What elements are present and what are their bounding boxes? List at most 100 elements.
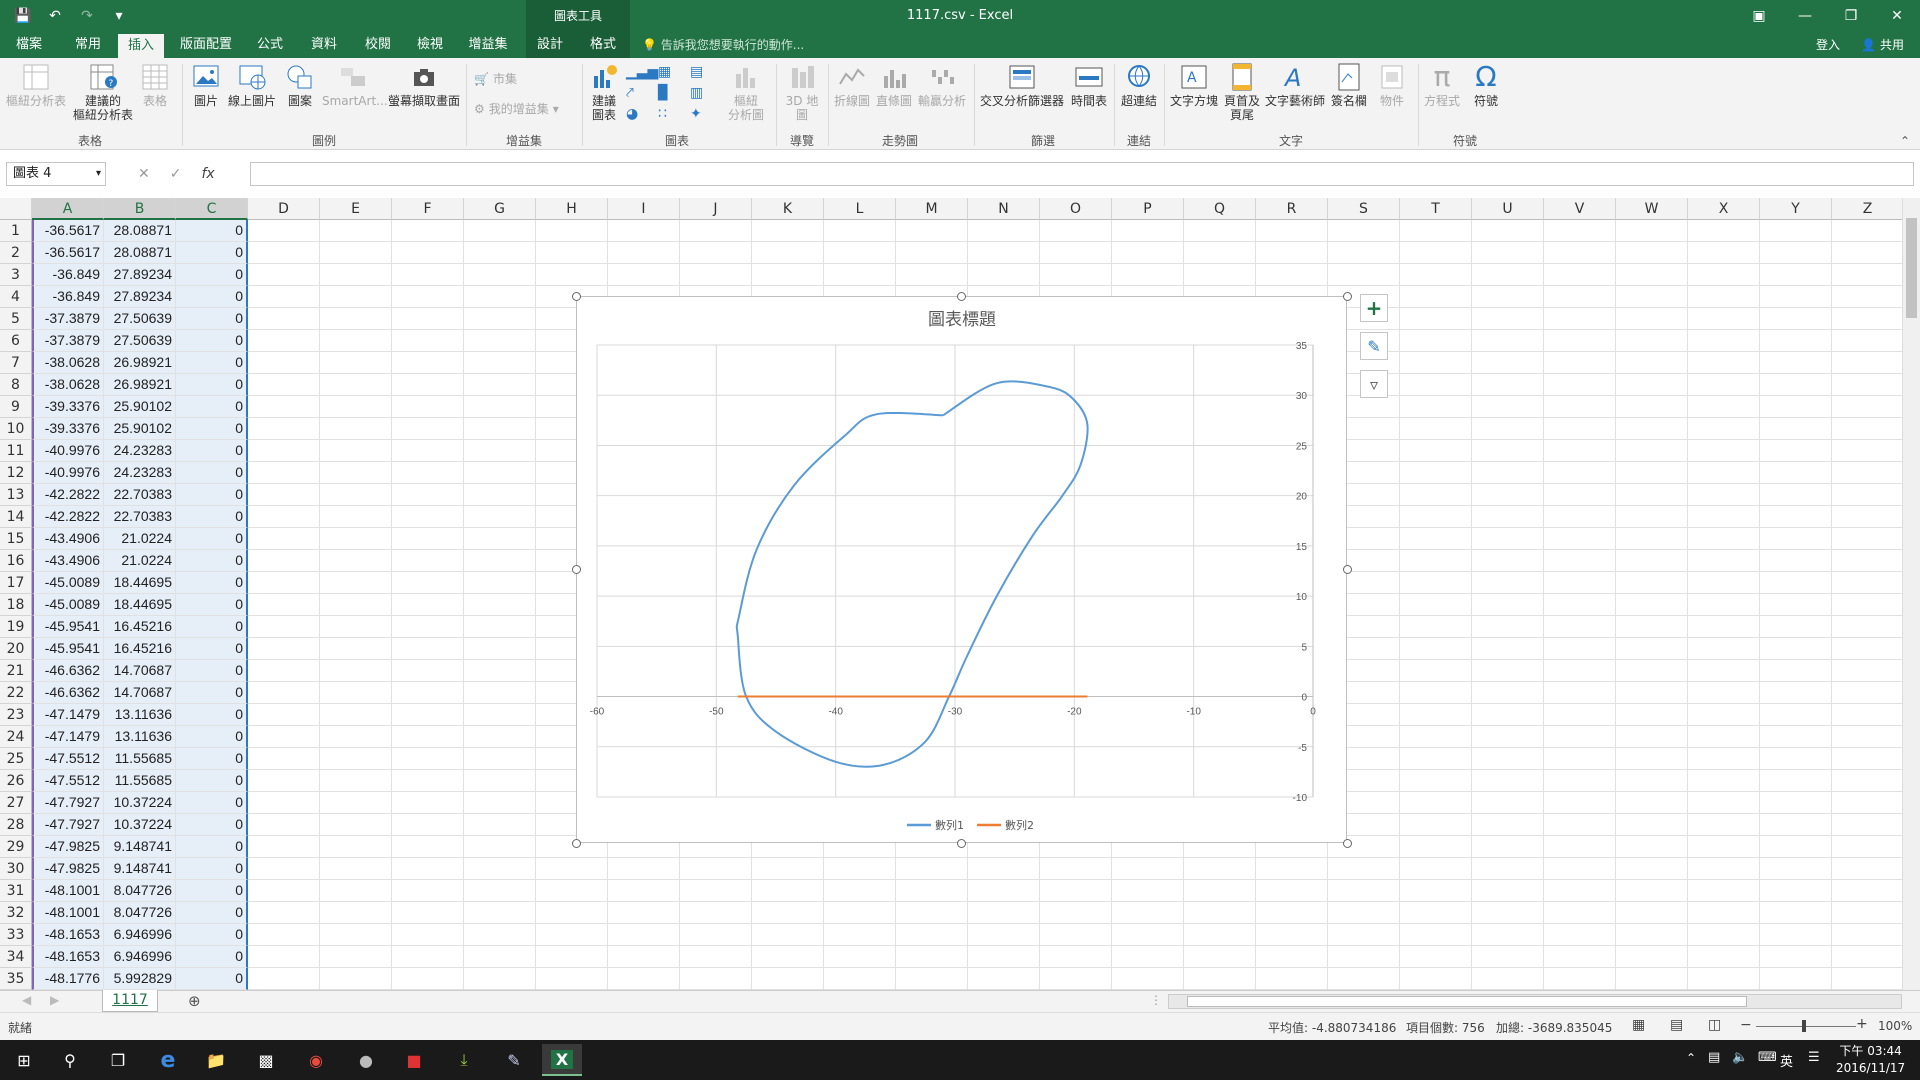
column-header-z[interactable]: Z [1832, 198, 1902, 220]
select-all-corner[interactable] [0, 198, 32, 220]
column-header-a[interactable]: A [32, 198, 104, 220]
tray-chevron-icon[interactable]: ⌃ [1686, 1051, 1697, 1065]
column-header-q[interactable]: Q [1184, 198, 1256, 220]
table-cell[interactable]: -47.9825 [32, 858, 104, 880]
table-cell[interactable]: -38.0628 [32, 352, 104, 374]
table-cell[interactable]: -48.1001 [32, 880, 104, 902]
table-cell[interactable]: 25.90102 [104, 418, 176, 440]
table-cell[interactable]: 0 [176, 462, 248, 484]
tab-format[interactable]: 格式 [589, 37, 616, 52]
table-cell[interactable]: -47.9825 [32, 836, 104, 858]
row-header[interactable]: 32 [0, 902, 32, 924]
resize-handle[interactable] [957, 292, 966, 301]
row-header[interactable]: 34 [0, 946, 32, 968]
row-header[interactable]: 17 [0, 572, 32, 594]
table-cell[interactable]: 0 [176, 792, 248, 814]
table-cell[interactable]: -45.0089 [32, 594, 104, 616]
table-cell[interactable]: 18.44695 [104, 594, 176, 616]
row-header[interactable]: 29 [0, 836, 32, 858]
zoom-out-icon[interactable]: − [1740, 1017, 1752, 1033]
pivot-table-button[interactable]: 樞紐分析表 [4, 62, 68, 108]
table-cell[interactable]: -36.5617 [32, 242, 104, 264]
file-explorer-icon[interactable]: 📁 [206, 1050, 226, 1070]
table-cell[interactable]: -47.7927 [32, 814, 104, 836]
scatter-chart-icon[interactable]: ∷ [658, 106, 667, 122]
online-pictures-button[interactable]: 線上圖片 [226, 62, 278, 108]
keyboard-icon[interactable]: ⌨ [1758, 1050, 1777, 1065]
tab-addins[interactable]: 增益集 [468, 37, 508, 52]
vertical-scroll-thumb[interactable] [1906, 218, 1917, 318]
table-cell[interactable]: 27.50639 [104, 330, 176, 352]
table-cell[interactable]: 0 [176, 616, 248, 638]
table-cell[interactable]: 0 [176, 924, 248, 946]
table-cell[interactable]: -47.5512 [32, 748, 104, 770]
table-cell[interactable]: -47.5512 [32, 770, 104, 792]
tab-page-layout[interactable]: 版面配置 [179, 37, 232, 52]
table-cell[interactable]: 0 [176, 858, 248, 880]
table-cell[interactable]: 0 [176, 770, 248, 792]
table-cell[interactable]: 18.44695 [104, 572, 176, 594]
table-cell[interactable]: 0 [176, 286, 248, 308]
status-sum[interactable]: 加總: -3689.835045 [1496, 1021, 1613, 1035]
column-header-i[interactable]: I [608, 198, 680, 220]
sign-in-link[interactable]: 登入 [1815, 38, 1840, 52]
table-cell[interactable]: -45.0089 [32, 572, 104, 594]
screenshot-button[interactable]: 螢幕擷取畫面 [386, 62, 462, 108]
save-icon[interactable]: 💾 [14, 8, 32, 24]
row-header[interactable]: 25 [0, 748, 32, 770]
table-cell[interactable]: 21.0224 [104, 550, 176, 572]
excel-taskbar-icon[interactable]: X [542, 1044, 582, 1076]
column-header-v[interactable]: V [1544, 198, 1616, 220]
row-header[interactable]: 11 [0, 440, 32, 462]
table-cell[interactable]: -39.3376 [32, 396, 104, 418]
tab-view[interactable]: 檢視 [416, 37, 443, 52]
wordart-button[interactable]: A 文字藝術師 [1264, 62, 1326, 108]
tab-formulas[interactable]: 公式 [256, 37, 283, 52]
surface-chart-icon[interactable]: ✦ [690, 106, 702, 122]
row-header[interactable]: 33 [0, 924, 32, 946]
table-cell[interactable]: 10.37224 [104, 814, 176, 836]
table-cell[interactable]: 0 [176, 484, 248, 506]
column-header-y[interactable]: Y [1760, 198, 1832, 220]
table-cell[interactable]: -48.1653 [32, 946, 104, 968]
table-cell[interactable]: 0 [176, 726, 248, 748]
row-header[interactable]: 35 [0, 968, 32, 990]
prev-sheet-icon[interactable]: ◀ [22, 993, 32, 1007]
smartart-button[interactable]: SmartArt... [322, 62, 388, 108]
table-cell[interactable]: 6.946996 [104, 946, 176, 968]
table-cell[interactable]: 25.90102 [104, 396, 176, 418]
chart-elements-button[interactable]: + [1360, 294, 1388, 322]
table-cell[interactable]: 0 [176, 550, 248, 572]
signature-line-button[interactable]: 簽名欄 [1328, 62, 1370, 108]
symbol-button[interactable]: Ω 符號 [1466, 62, 1506, 109]
sparkline-winloss-button[interactable]: 輸贏分析 [916, 62, 968, 108]
tab-splitter-icon[interactable]: ⋮ [1150, 993, 1162, 1007]
column-header-n[interactable]: N [968, 198, 1040, 220]
row-header[interactable]: 15 [0, 528, 32, 550]
redo-icon[interactable]: ↷ [81, 8, 93, 24]
enter-icon[interactable]: ✓ [169, 166, 182, 182]
column-header-f[interactable]: F [392, 198, 464, 220]
row-header[interactable]: 6 [0, 330, 32, 352]
resize-handle[interactable] [1343, 839, 1352, 848]
column-header-l[interactable]: L [824, 198, 896, 220]
sheet-tab-1117[interactable]: 1117 [102, 990, 158, 1012]
table-cell[interactable]: 24.23283 [104, 440, 176, 462]
table-cell[interactable]: -46.6362 [32, 660, 104, 682]
chart-styles-button[interactable]: ✎ [1360, 332, 1388, 360]
add-sheet-icon[interactable]: ⊕ [188, 992, 201, 1010]
column-header-g[interactable]: G [464, 198, 536, 220]
table-cell[interactable]: 10.37224 [104, 792, 176, 814]
row-header[interactable]: 20 [0, 638, 32, 660]
table-cell[interactable]: -46.6362 [32, 682, 104, 704]
volume-icon[interactable]: 🔈 [1732, 1050, 1749, 1065]
table-cell[interactable]: 0 [176, 330, 248, 352]
row-header[interactable]: 4 [0, 286, 32, 308]
table-cell[interactable]: -39.3376 [32, 418, 104, 440]
paint-app-icon[interactable]: ✎ [507, 1050, 521, 1070]
table-cell[interactable]: -40.9976 [32, 462, 104, 484]
page-layout-view-icon[interactable]: ▤ [1670, 1017, 1684, 1033]
row-header[interactable]: 16 [0, 550, 32, 572]
table-cell[interactable]: 0 [176, 594, 248, 616]
table-cell[interactable]: -48.1653 [32, 924, 104, 946]
